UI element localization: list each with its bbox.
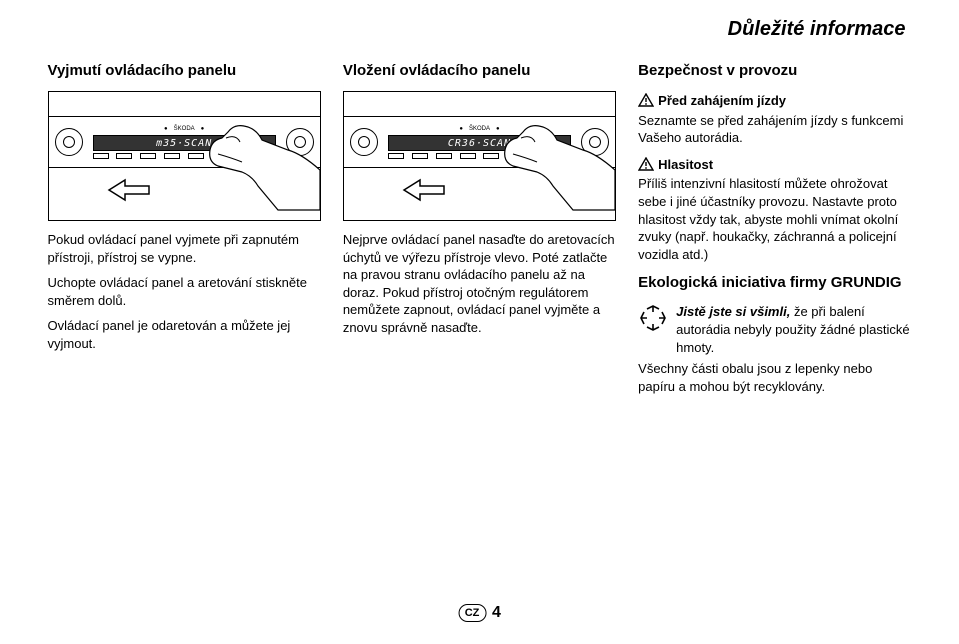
warn2-body: Příliš intenzivní hlasitostí můžete ohro… <box>638 175 911 263</box>
col-insert-panel: Vložení ovládacího panelu ● ŠKODA ● CR36… <box>343 61 616 403</box>
col2-title: Vložení ovládacího panelu <box>343 61 616 81</box>
warning-icon <box>638 93 654 107</box>
arrow-indicator <box>402 178 446 207</box>
hand-illustration <box>192 110 321 220</box>
eco-lead: Jistě jste si všimli, <box>676 304 790 319</box>
warning-driving: Před zahájením jízdy <box>638 91 911 110</box>
figure-insert: ● ŠKODA ● CR36·SCAN <box>343 91 616 221</box>
col1-p2: Uchopte ovládací panel a aretování stisk… <box>48 274 321 309</box>
warning-icon <box>638 157 654 171</box>
warning-volume: Hlasitost <box>638 155 911 174</box>
col1-title: Vyjmutí ovládacího panelu <box>48 61 321 81</box>
eco-tail: Všechny části obalu jsou z lepenky nebo … <box>638 360 911 395</box>
knob-left <box>55 128 83 156</box>
page-number: 4 <box>492 604 501 622</box>
eco-text: Jistě jste si všimli, že při balení auto… <box>676 303 911 356</box>
arrow-indicator <box>107 178 151 207</box>
warn1-body: Seznamte se před zahájením jízdy s funkc… <box>638 112 911 147</box>
col2-p1: Nejprve ovládací panel nasaďte do aretov… <box>343 231 616 336</box>
col1-p1: Pokud ovládací panel vyjmete při zapnuté… <box>48 231 321 266</box>
language-badge: CZ <box>458 604 486 622</box>
col1-p3: Ovládací panel je odaretován a můžete je… <box>48 317 321 352</box>
figure-remove: ● ŠKODA ● m35·SCAN <box>48 91 321 221</box>
warn2-title: Hlasitost <box>658 156 713 174</box>
eco-block: Jistě jste si všimli, že při balení auto… <box>638 303 911 356</box>
hand-illustration <box>487 110 616 220</box>
page-footer: CZ 4 <box>458 604 501 622</box>
page-header: Důležité informace <box>48 18 912 41</box>
recycle-icon <box>638 303 668 333</box>
eco-title: Ekologická iniciativa firmy GRUNDIG <box>638 273 911 293</box>
warn1-title: Před zahájením jízdy <box>658 92 786 110</box>
content-columns: Vyjmutí ovládacího panelu ● ŠKODA ● m35·… <box>48 61 912 403</box>
col-remove-panel: Vyjmutí ovládacího panelu ● ŠKODA ● m35·… <box>48 61 321 403</box>
knob-left <box>350 128 378 156</box>
manual-page: Důležité informace Vyjmutí ovládacího pa… <box>20 0 940 644</box>
col3-title: Bezpečnost v provozu <box>638 61 911 81</box>
col-safety: Bezpečnost v provozu Před zahájením jízd… <box>638 61 911 403</box>
